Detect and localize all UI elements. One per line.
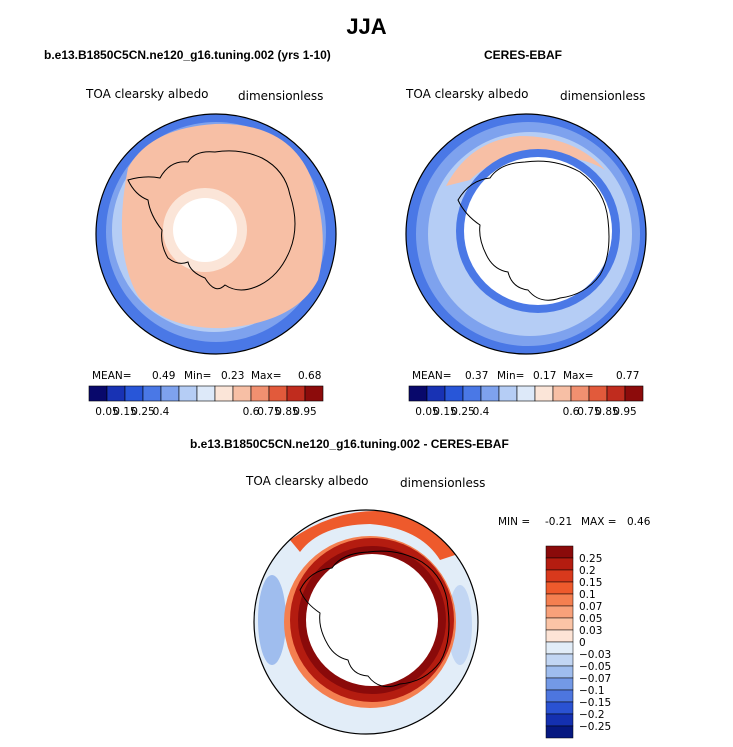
panel2-title: CERES-EBAF — [484, 48, 563, 62]
panel3-colorbar-tick-label: −0.1 — [579, 685, 605, 697]
panel3-colorbar-tick-label: −0.15 — [579, 697, 611, 709]
panel3-colorbar-swatch-7 — [545, 629, 574, 643]
panel2-colorbar-swatch-12 — [624, 385, 644, 402]
panel3-colorbar-tick-label: 0.15 — [579, 577, 602, 589]
panel3-max-value: 0.46 — [627, 516, 651, 528]
panel3-colorbar-swatch-4 — [545, 593, 574, 607]
panel2-missing-data — [464, 157, 612, 305]
panel3-colorbar-tick-label: −0.03 — [579, 649, 611, 661]
panel1-colorbar-tick-label: 0.25 — [131, 406, 154, 418]
panel3-colorbar-swatch-11 — [545, 677, 574, 691]
panel3-variable-label: TOA clearsky albedo — [246, 474, 369, 488]
panel3-colorbar-tick-label: 0.03 — [579, 625, 602, 637]
panel1-max-label: Max= — [251, 370, 282, 382]
panel2-units-label: dimensionless — [560, 89, 646, 103]
panel3-colorbar-swatch-15 — [545, 725, 574, 739]
panel3-colorbar-swatch-0 — [545, 545, 574, 559]
panel1-antarctica-coastline — [127, 150, 296, 291]
panel3-colorbar-swatch-3 — [545, 581, 574, 595]
panel2-min-label: Min= — [497, 370, 525, 382]
panel3-title: b.e13.B1850C5CN.ne120_g16.tuning.002 - C… — [190, 437, 509, 451]
panel1-colorbar-tick-label: 0.75 — [257, 406, 280, 418]
panel2-variable-label: TOA clearsky albedo — [406, 87, 529, 101]
panel3-max-label: MAX = — [581, 516, 617, 528]
panel1-mean-value: 0.49 — [152, 370, 176, 382]
panel3-missing-data — [306, 554, 438, 686]
panel3-colorbar: 0.250.20.150.10.070.050.030−0.03−0.05−0.… — [545, 545, 611, 739]
panel3-colorbar-tick-label: −0.07 — [579, 673, 611, 685]
panel3-colorbar-tick-label: −0.25 — [579, 721, 611, 733]
panel1-colorbar-tick-label: 0.15 — [113, 406, 136, 418]
panel3-colorbar-swatch-14 — [545, 713, 574, 727]
panel3-min-label: MIN = — [498, 516, 531, 528]
panel3-min-value: -0.21 — [545, 516, 573, 528]
figure-title: JJA — [346, 14, 387, 39]
panel3-colorbar-swatch-10 — [545, 665, 574, 679]
panel3-colorbar-tick-label: 0.07 — [579, 601, 602, 613]
panel3-colorbar-swatch-13 — [545, 701, 574, 715]
panel1-max-value: 0.68 — [298, 370, 322, 382]
panel3-colorbar-swatch-1 — [545, 557, 574, 571]
panel3-colorbar-swatch-6 — [545, 617, 574, 631]
panel2-min-value: 0.17 — [533, 370, 557, 382]
panel2-mean-value: 0.37 — [465, 370, 489, 382]
panel2-colorbar: 0.050.150.250.4 0.60.750.850.95 — [408, 385, 644, 418]
panel1-min-value: 0.23 — [221, 370, 245, 382]
panel2-colorbar-tick-label: 0.85 — [595, 406, 618, 418]
panel3-colorbar-tick-label: 0.1 — [579, 589, 596, 601]
panel1-colorbar-swatch-12 — [304, 385, 324, 402]
panel2-mean-label: MEAN= — [412, 370, 452, 382]
panel1-units-label: dimensionless — [238, 89, 324, 103]
panel3-colorbar-tick-label: −0.2 — [579, 709, 605, 721]
panel1-min-label: Min= — [184, 370, 212, 382]
panel2-colorbar-tick-label: 0.4 — [473, 406, 490, 418]
panel3-colorbar-swatch-12 — [545, 689, 574, 703]
panel2-max-label: Max= — [563, 370, 594, 382]
panel3-positive-arc — [290, 510, 455, 560]
panel3-colorbar-swatch-8 — [545, 641, 574, 655]
panel3-colorbar-tick-label: −0.05 — [579, 661, 611, 673]
panel1-colorbar-tick-label: 0.95 — [293, 406, 316, 418]
panel3-colorbar-tick-label: 0.25 — [579, 553, 602, 565]
panel1-colorbar-tick-label: 0.85 — [275, 406, 298, 418]
panel1-variable-label: TOA clearsky albedo — [86, 87, 209, 101]
panel1-missing-data — [173, 198, 237, 262]
panel3-colorbar-swatch-2 — [545, 569, 574, 583]
panel2-antarctica-coastline — [457, 160, 610, 301]
panel2-colorbar-tick-label: 0.25 — [451, 406, 474, 418]
panel1-colorbar-tick-label: 0.4 — [153, 406, 170, 418]
panel3-colorbar-tick-label: 0.05 — [579, 613, 602, 625]
panel2-colorbar-tick-label: 0.15 — [433, 406, 456, 418]
panel3-antarctica-coastline — [299, 550, 450, 688]
panel2-colorbar-tick-label: 0.75 — [577, 406, 600, 418]
panel1-colorbar-tick-label: 0.6 — [243, 406, 260, 418]
panel2-colorbar-tick-label: 0.6 — [563, 406, 580, 418]
panel3-colorbar-tick-label: 0 — [579, 637, 586, 649]
panel1-colorbar: 0.050.150.250.4 0.60.750.850.95 — [88, 385, 324, 418]
panel3-units-label: dimensionless — [400, 476, 486, 490]
panel3-colorbar-swatch-5 — [545, 605, 574, 619]
panel2-colorbar-tick-label: 0.95 — [613, 406, 636, 418]
panel1-title: b.e13.B1850C5CN.ne120_g16.tuning.002 (yr… — [44, 48, 331, 62]
panel2-high-albedo-arc — [446, 136, 605, 186]
panel2-colorbar-tick-label: 0.05 — [415, 406, 438, 418]
panel1-colorbar-tick-label: 0.05 — [95, 406, 118, 418]
panel1-mean-label: MEAN= — [92, 370, 132, 382]
panel2-max-value: 0.77 — [616, 370, 640, 382]
panel3-colorbar-swatch-9 — [545, 653, 574, 667]
panel3-colorbar-tick-label: 0.2 — [579, 565, 596, 577]
